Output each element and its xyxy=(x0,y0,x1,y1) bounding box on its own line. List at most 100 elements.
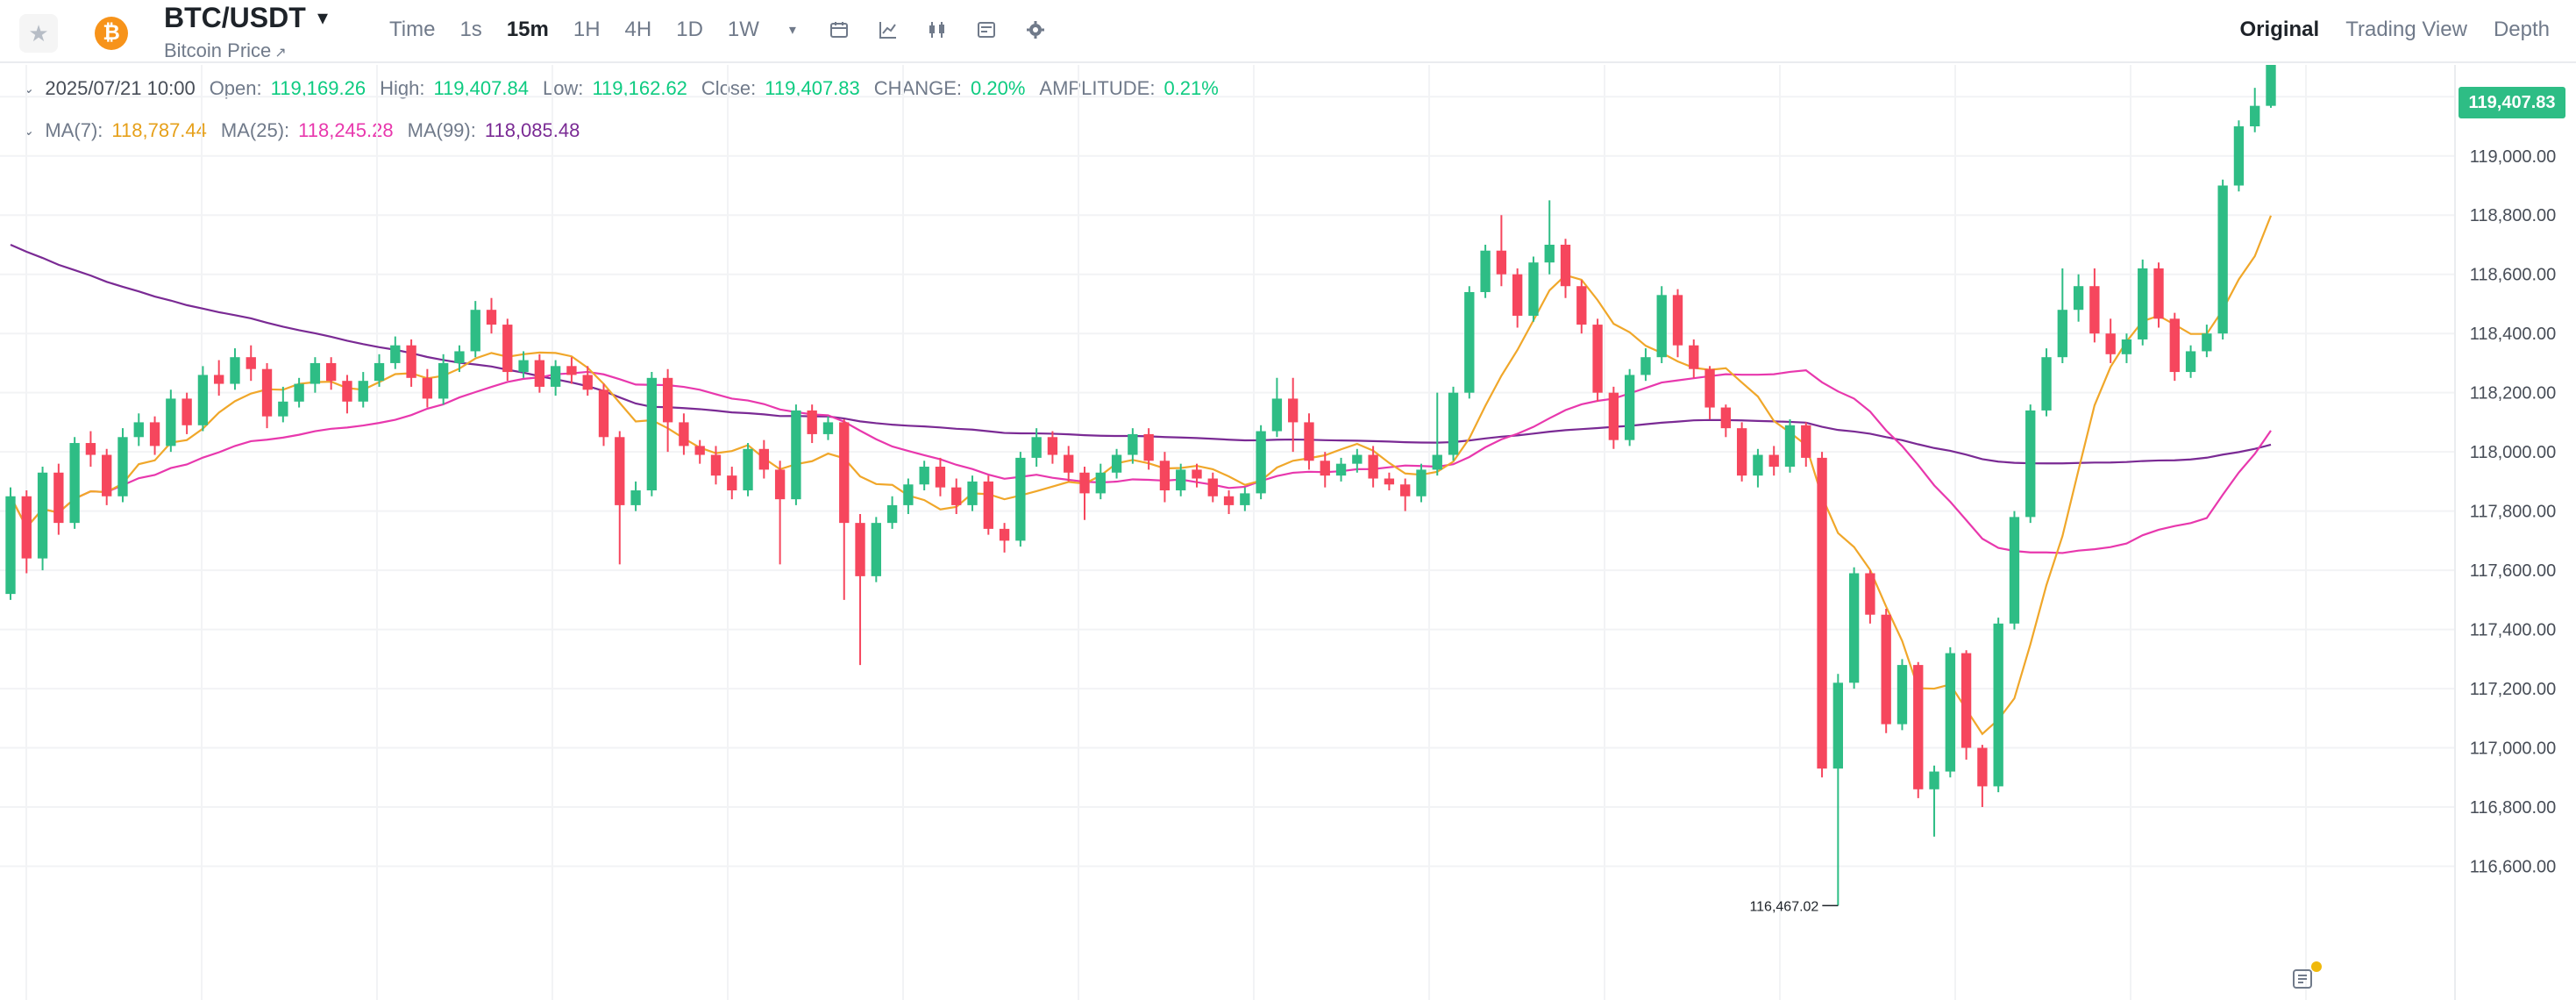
more-intervals-caret-icon[interactable]: ▾ xyxy=(788,23,796,38)
ma99-value: 118,085.48 xyxy=(484,119,580,141)
candle-body-up xyxy=(1352,454,1363,464)
candle-body-down xyxy=(615,437,625,505)
coin-price-link-label: Bitcoin Price xyxy=(164,39,272,61)
candle-body-up xyxy=(1753,454,1763,476)
candle-body-up xyxy=(2250,105,2260,127)
ma99-line xyxy=(10,243,2272,465)
candle-body-up xyxy=(1176,469,1186,491)
high-value: 119,407.84 xyxy=(433,77,529,99)
interval-time[interactable]: Time xyxy=(389,18,436,41)
interval-1d[interactable]: 1D xyxy=(676,18,703,41)
candle-body-up xyxy=(5,496,16,595)
candle-body-up xyxy=(1464,291,1475,393)
candle-body-down xyxy=(1304,422,1314,461)
ma7-line-layer xyxy=(10,215,2273,736)
amplitude-value: 0.21% xyxy=(1163,77,1219,99)
candle-body-down xyxy=(102,454,112,496)
view-tabs: Original Trading View Depth xyxy=(2240,18,2576,42)
candle-body-down xyxy=(502,325,513,373)
candle-body-down xyxy=(1689,345,1699,369)
change-label: CHANGE: xyxy=(873,77,963,99)
candle-body-down xyxy=(1768,454,1779,468)
candle-body-up xyxy=(646,377,658,491)
candle-body-up xyxy=(1528,262,1539,316)
candle-body-down xyxy=(758,448,770,470)
symbol-selector[interactable]: BTC/USDT xyxy=(164,2,306,33)
ma7-value: 118,787.44 xyxy=(111,119,207,141)
price-tick-label: 117,400.00 xyxy=(2470,621,2557,640)
candle-body-up xyxy=(2041,357,2052,411)
interval-1w[interactable]: 1W xyxy=(727,18,759,41)
candle-body-down xyxy=(1592,325,1603,393)
candle-body-down xyxy=(342,381,352,402)
price-tick-label: 117,200.00 xyxy=(2470,680,2557,699)
candle-body-up xyxy=(2202,333,2212,352)
calendar-icon[interactable] xyxy=(828,18,850,41)
candle-body-down xyxy=(935,467,946,488)
candle-body-up xyxy=(1896,665,1908,725)
candle-body-down xyxy=(149,422,160,446)
candle-body-up xyxy=(550,366,561,387)
candle-body-up xyxy=(310,362,321,384)
candle-body-down xyxy=(422,377,433,399)
candle-body-down xyxy=(53,472,64,524)
candle-body-up xyxy=(1945,653,1955,772)
candle-body-up xyxy=(117,437,128,496)
tab-original[interactable]: Original xyxy=(2239,18,2320,41)
price-tick-label: 116,600.00 xyxy=(2470,858,2557,877)
price-tick-label: 118,000.00 xyxy=(2470,443,2557,462)
candle-body-down xyxy=(774,469,786,500)
coin-price-link[interactable]: Bitcoin Price ↗ xyxy=(164,39,287,62)
candle-body-down xyxy=(1047,437,1058,455)
candle-body-down xyxy=(486,310,497,325)
price-axis[interactable]: 116,600.00 116,800.00 117,000.00 117,200.00… xyxy=(2470,88,2557,876)
high-label: High: xyxy=(380,77,425,99)
interval-1h[interactable]: 1H xyxy=(573,18,601,41)
price-tick-label: 118,400.00 xyxy=(2470,325,2557,344)
candle-body-up xyxy=(2233,126,2245,186)
candle-body-down xyxy=(1079,472,1090,494)
candle-body-up xyxy=(1416,469,1427,496)
order-book-toggle-icon[interactable] xyxy=(2287,961,2322,995)
low-value: 119,162.62 xyxy=(592,77,687,99)
tab-trading-view[interactable]: Trading View xyxy=(2345,18,2467,41)
candle-body-up xyxy=(2266,65,2276,106)
candle-body-up xyxy=(1480,250,1491,292)
change-value: 0.20% xyxy=(971,77,1026,99)
candle-body-down xyxy=(807,410,817,434)
candle-body-up xyxy=(2009,517,2020,624)
candle-body-down xyxy=(1960,653,1972,748)
candle-body-up xyxy=(1832,682,1844,769)
candle-body-up xyxy=(1784,425,1796,468)
settings-icon[interactable] xyxy=(1024,18,1047,41)
candle-body-down xyxy=(1608,392,1619,440)
candle-body-up xyxy=(1624,375,1635,440)
candle-body-down xyxy=(839,422,850,524)
interval-15m[interactable]: 15m xyxy=(506,18,549,41)
candle-body-up xyxy=(1448,392,1459,455)
interval-toolbar: Time 1s 15m 1H 4H 1D 1W ▾ xyxy=(389,18,1073,42)
tab-depth[interactable]: Depth xyxy=(2493,18,2550,41)
favorite-star-icon[interactable]: ★ xyxy=(19,14,58,53)
interval-1s[interactable]: 1s xyxy=(459,18,482,41)
top-bar: ★ ₿ BTC/USDT ▾ Bitcoin Price ↗ Time 1s 15… xyxy=(0,0,2576,63)
ma25-line-layer xyxy=(10,369,2272,554)
indicator-icon[interactable] xyxy=(877,18,900,41)
candle-body-down xyxy=(662,377,673,423)
candlestick-chart[interactable]: 119,407.84116,467.02 116,600.00116,800.0… xyxy=(0,65,2576,1000)
candle-body-up xyxy=(630,490,641,505)
candle-body-up xyxy=(1432,454,1442,470)
candles xyxy=(5,65,2276,906)
candle-body-up xyxy=(358,381,368,402)
candle-body-up xyxy=(2121,339,2132,354)
candle-body-up xyxy=(2185,351,2196,373)
candle-body-down xyxy=(855,523,865,576)
candle-body-up xyxy=(230,357,240,384)
candle-body-up xyxy=(791,410,801,500)
layout-icon[interactable] xyxy=(975,18,998,41)
candle-type-icon[interactable] xyxy=(926,18,949,41)
price-tick-label: 118,200.00 xyxy=(2470,384,2557,404)
symbol-dropdown-caret-icon[interactable]: ▾ xyxy=(317,6,329,30)
candle-body-down xyxy=(1400,484,1411,496)
interval-4h[interactable]: 4H xyxy=(624,18,652,41)
